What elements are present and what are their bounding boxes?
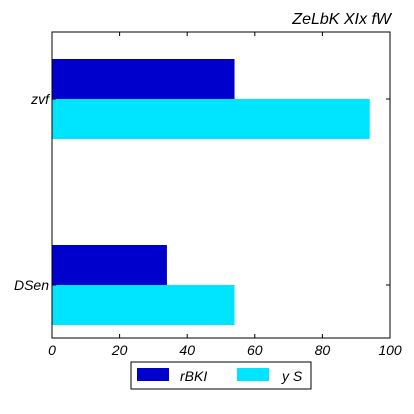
bar-rbki-zvf [52,59,235,99]
x-tick-label: 60 [247,342,263,358]
legend-label: y S [281,368,303,384]
x-tick-label: 80 [315,342,331,358]
bar-rbki-dsen [52,245,167,285]
plot-area-frame [51,31,391,339]
x-tick-label: 40 [179,342,195,358]
bar-y-s-zvf [52,99,370,139]
legend: rBKI y S [130,361,312,390]
bar-y-s-dsen [52,285,235,325]
x-tick-label: 20 [111,342,128,358]
chart-title: ZeLbK XIx fW [291,11,393,28]
legend-label: rBKI [180,368,207,384]
y-tick-label: zvf [30,91,51,107]
x-tick-label: 0 [48,342,56,358]
legend-swatch-y-s [237,368,269,381]
legend-swatch-rbki [137,368,169,381]
y-tick-label: DSen [14,277,49,293]
x-tick-label: 100 [378,342,402,358]
